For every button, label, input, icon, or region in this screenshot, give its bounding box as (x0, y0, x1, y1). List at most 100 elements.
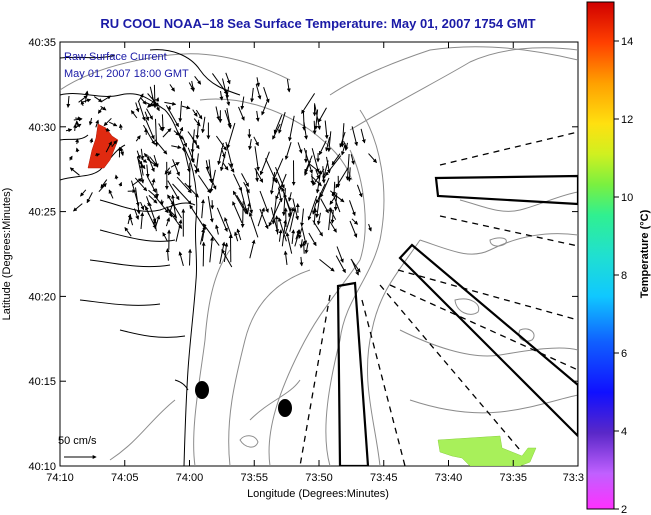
colorbar-tick-label: 8 (621, 270, 627, 282)
y-tick-label: 40:20 (28, 291, 56, 303)
current-vector (140, 201, 145, 211)
colorbar (586, 1, 615, 510)
current-vector (160, 114, 165, 131)
x-tick-label: 74:10 (46, 472, 74, 484)
legend-line-1: Raw Surface Current (64, 51, 167, 63)
current-vector (286, 79, 291, 93)
current-vector (149, 86, 157, 108)
current-vector (300, 208, 305, 227)
current-vector (278, 217, 287, 242)
current-vector (255, 168, 260, 183)
current-vector (145, 164, 150, 178)
current-vector (274, 215, 279, 235)
current-vector (145, 102, 155, 107)
current-vector (321, 166, 326, 184)
colorbar-tick-label: 12 (621, 114, 633, 126)
current-vector (216, 207, 228, 233)
current-vector (136, 150, 141, 160)
current-vector (269, 171, 276, 195)
current-vector (75, 147, 80, 153)
current-vector (147, 202, 152, 206)
current-vector (248, 139, 253, 151)
current-vector (100, 95, 112, 103)
current-vector (201, 225, 207, 242)
current-vector (256, 77, 261, 87)
current-vector (148, 189, 158, 199)
current-vector (130, 110, 138, 119)
current-vector (329, 190, 336, 196)
current-vector (133, 208, 140, 220)
current-vector (297, 142, 303, 154)
current-vector (304, 242, 309, 255)
current-vector (219, 241, 226, 264)
current-vector (288, 115, 295, 142)
current-vector (184, 182, 199, 198)
current-vector (215, 224, 219, 235)
current-vector (155, 97, 160, 102)
current-vector (318, 107, 327, 123)
current-vector (228, 162, 235, 173)
current-vector (302, 111, 307, 131)
current-vector (131, 178, 143, 186)
current-vector (253, 136, 259, 147)
current-vector (119, 146, 124, 156)
transect-boxes (336, 174, 578, 466)
current-vector (215, 135, 227, 151)
current-vector (272, 158, 284, 182)
current-vector (202, 223, 220, 246)
current-vector (232, 190, 247, 215)
current-vector (209, 169, 216, 193)
current-vector (340, 123, 345, 148)
current-vector (307, 195, 318, 221)
current-vector (225, 141, 234, 168)
current-vector (257, 207, 265, 227)
current-vector (325, 136, 331, 152)
current-vector (165, 217, 171, 227)
colorbar-label: Temperature (°C) (639, 209, 651, 298)
current-vector (146, 108, 153, 120)
x-tick-label: 73:3 (563, 472, 584, 484)
current-vector (263, 87, 270, 104)
current-vector (187, 248, 192, 266)
current-vector (226, 122, 236, 149)
buoy-marker (278, 399, 292, 417)
current-vector (118, 181, 123, 187)
current-vector (162, 232, 169, 242)
current-vector (255, 110, 260, 122)
current-vector (328, 207, 333, 231)
legend-line-2: May 01, 2007 18:00 GMT (64, 68, 189, 80)
current-vector (140, 97, 147, 105)
current-vector (311, 202, 317, 215)
current-vector (154, 139, 168, 155)
current-vector (127, 213, 132, 225)
sst-warm-patch (87, 123, 119, 169)
current-vector (138, 100, 146, 122)
current-vector (170, 162, 180, 168)
current-vector (319, 259, 335, 272)
current-vector (368, 153, 377, 163)
transect-box-east (434, 174, 578, 206)
current-vector (320, 177, 330, 198)
current-vector (181, 147, 186, 152)
x-tick-label: 73:55 (240, 472, 268, 484)
x-tick-label: 73:50 (305, 472, 333, 484)
dashed-transects (299, 131, 578, 466)
colorbar-tick-label: 6 (621, 348, 627, 360)
current-vector (151, 178, 156, 186)
current-vector (153, 154, 159, 168)
current-vector (236, 195, 249, 215)
current-vector (211, 73, 228, 95)
current-vector (294, 229, 301, 247)
current-vector (167, 180, 180, 201)
current-vector (190, 129, 195, 154)
current-vector (152, 219, 157, 232)
current-vector (284, 142, 292, 160)
current-vector (176, 176, 192, 194)
current-vector (167, 170, 172, 176)
current-vector (246, 188, 254, 214)
current-vector (287, 192, 292, 202)
current-vector (100, 179, 108, 189)
current-vector (192, 109, 198, 117)
current-vector (191, 137, 200, 150)
current-vector (311, 148, 320, 173)
